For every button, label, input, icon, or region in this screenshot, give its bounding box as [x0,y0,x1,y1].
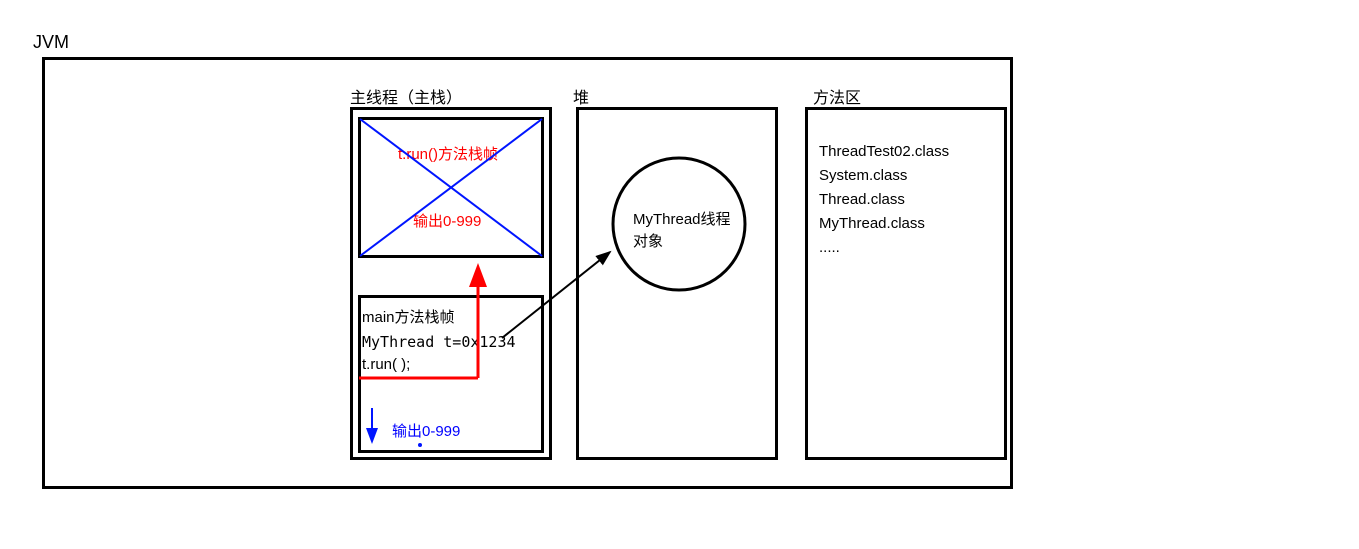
method-area-item: Thread.class [819,188,949,212]
method-area-title: 方法区 [813,84,861,108]
jvm-title: JVM [33,32,69,53]
bottom-frame-label1: main方法栈帧 [362,306,455,327]
method-area-item: System.class [819,164,949,188]
heap-object-label1: MyThread线程 [633,208,731,229]
bottom-frame-label2: MyThread t=0x1234 [362,333,516,351]
method-area-item: ThreadTest02.class [819,140,949,164]
top-frame-label2: 输出0-999 [413,210,481,231]
top-stack-frame [358,117,544,258]
heap-title: 堆 [573,84,589,108]
method-area-item: MyThread.class [819,212,949,236]
bottom-frame-label3: t.run( ); [362,356,410,373]
method-area-item: ..... [819,236,949,260]
heap-box [576,107,778,460]
method-area-list: ThreadTest02.class System.class Thread.c… [819,140,949,260]
heap-object-label2: 对象 [633,230,663,251]
main-thread-title: 主线程（主栈） [350,84,462,108]
top-frame-label1: t.run()方法栈帧 [398,143,498,164]
bottom-frame-label4: 输出0-999 [392,420,460,441]
